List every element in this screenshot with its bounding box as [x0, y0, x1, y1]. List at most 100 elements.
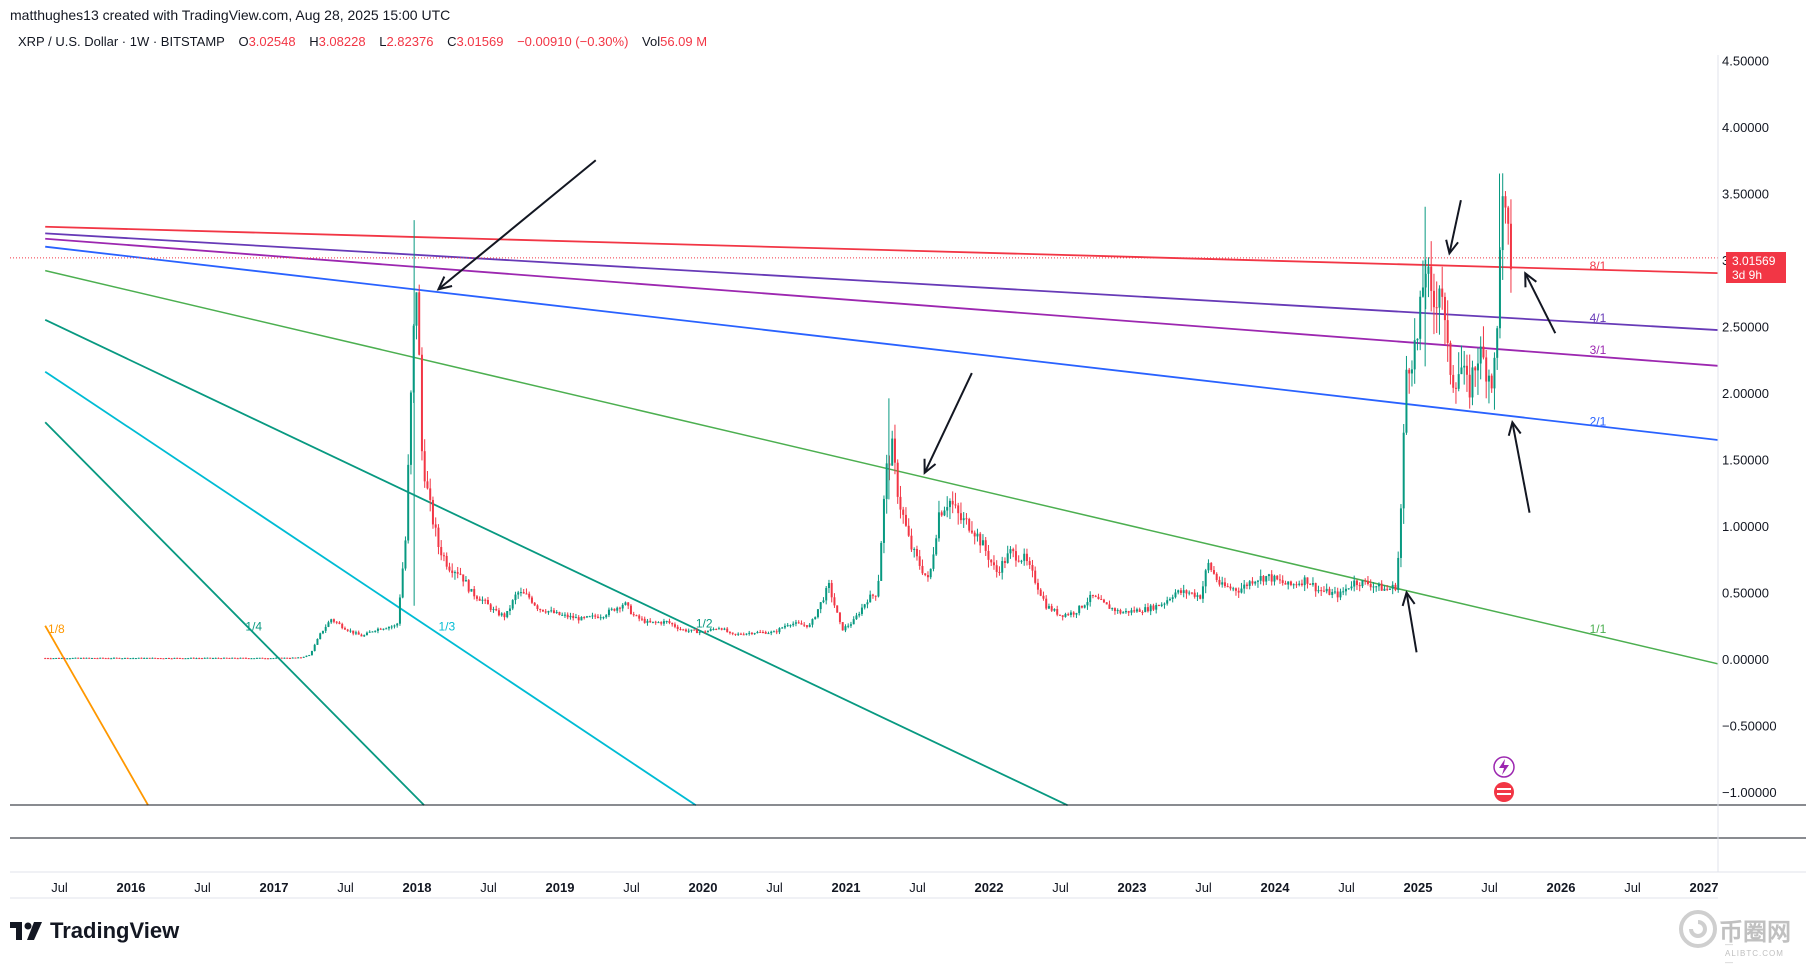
candle-body-289: [838, 612, 841, 623]
candle-body-417: [1190, 592, 1193, 594]
candle-body-195: [580, 617, 583, 621]
candle-body-400: [1144, 607, 1147, 613]
time-tick-14: Jul: [1052, 880, 1069, 895]
candle-body-215: [635, 615, 638, 617]
candle-body-88: [286, 657, 289, 659]
candle-body-162: [489, 604, 492, 610]
candle-body-350: [1006, 553, 1009, 563]
candle-body-441: [1256, 580, 1259, 582]
symbol-name[interactable]: XRP / U.S. Dollar · 1W · BITSTAMP: [18, 34, 225, 49]
candle-body-356: [1023, 553, 1026, 561]
trend-line-label-6: 1/2: [696, 617, 713, 631]
candle-body-168: [506, 610, 509, 618]
candle-body-421: [1201, 586, 1204, 599]
candle-body-300: [869, 594, 872, 603]
candle-body-439: [1251, 581, 1254, 584]
candle-body-437: [1245, 584, 1248, 586]
candle-body-216: [638, 615, 641, 619]
candle-body-177: [530, 597, 533, 603]
candle-body-272: [792, 623, 795, 626]
candle-body-301: [871, 594, 874, 596]
candle-body-184: [550, 610, 553, 612]
annotation-arrow-6: [1524, 272, 1557, 334]
candle-body-509: [1443, 296, 1446, 321]
candle-body-52: [187, 658, 190, 660]
time-tick-9: 2020: [689, 880, 718, 895]
trend-line-label-1: 8/1: [1590, 259, 1607, 273]
candle-body-489: [1388, 588, 1391, 590]
candle-body-206: [610, 608, 613, 610]
candle-body-287: [833, 597, 836, 606]
candle-body-47: [173, 657, 176, 659]
candle-body-57: [200, 658, 203, 660]
candle-body-405: [1157, 604, 1160, 606]
candle-body-471: [1339, 591, 1342, 598]
candle-body-113: [354, 632, 357, 634]
candle-body-276: [803, 624, 806, 626]
candle-body-292: [847, 625, 850, 627]
candle-body-268: [781, 627, 784, 629]
candle-body-27: [118, 657, 121, 659]
candle-body-43: [162, 658, 165, 660]
candle-body-145: [442, 555, 445, 557]
candle-body-398: [1138, 609, 1141, 612]
candle-body-344: [990, 559, 993, 563]
candle-body-504: [1430, 266, 1433, 291]
watermark-text: 币圈网: [1719, 918, 1791, 946]
time-tick-10: Jul: [766, 880, 783, 895]
candle-body-183: [547, 611, 550, 613]
candle-body-10: [71, 657, 74, 659]
trend-line-2: [45, 232, 1718, 331]
candle-body-419: [1196, 595, 1199, 597]
candle-body-337: [970, 530, 973, 533]
candle-body-253: [739, 633, 742, 635]
candle-body-261: [761, 631, 764, 633]
candle-body-80: [264, 658, 267, 660]
flag-icon-stripe-2: [1497, 793, 1511, 795]
candle-body-269: [783, 625, 786, 628]
candle-body-347: [998, 571, 1001, 573]
candle-body-24: [110, 658, 113, 660]
candle-body-443: [1262, 576, 1265, 582]
candle-body-144: [440, 546, 443, 556]
candle-body-178: [533, 602, 536, 606]
candle-body-271: [789, 625, 792, 627]
candle-body-207: [613, 608, 616, 611]
candle-body-503: [1427, 266, 1430, 274]
candle-body-532: [1507, 207, 1510, 224]
candle-body-472: [1342, 591, 1345, 593]
time-tick-20: Jul: [1481, 880, 1498, 895]
change-value: −0.00910 (−0.30%): [517, 34, 629, 49]
candle-body-420: [1199, 595, 1202, 599]
time-tick-23: 2027: [1690, 880, 1719, 895]
candle-body-438: [1248, 581, 1251, 586]
candle-body-376: [1078, 605, 1081, 614]
candle-body-67: [228, 657, 231, 659]
candle-body-39: [151, 657, 154, 659]
candle-body-333: [959, 513, 962, 521]
candle-body-159: [481, 599, 484, 601]
candle-body-370: [1061, 615, 1064, 617]
watermark-coin-icon: [1679, 910, 1717, 948]
chart-credit-header: matthughes13 created with TradingView.co…: [10, 7, 451, 23]
candle-body-136: [418, 292, 421, 355]
candle-body-14: [82, 657, 85, 659]
candle-body-49: [178, 657, 181, 659]
candle-body-17: [90, 657, 93, 659]
candle-body-44: [165, 657, 168, 659]
candle-body-302: [874, 595, 877, 597]
time-tick-8: Jul: [623, 880, 640, 895]
trend-line-label-9: 1/8: [48, 622, 65, 636]
candle-body-232: [682, 629, 685, 631]
annotation-arrow-head-2: [923, 458, 937, 475]
candle-body-255: [745, 633, 748, 635]
candle-body-252: [737, 633, 740, 635]
candle-body-230: [676, 626, 679, 629]
candle-body-53: [189, 657, 192, 659]
candle-body-20: [99, 657, 102, 659]
trend-line-label-3: 3/1: [1590, 343, 1607, 357]
tradingview-logo[interactable]: TradingView: [10, 918, 179, 944]
candle-body-150: [456, 572, 459, 574]
candle-body-110: [346, 629, 349, 631]
